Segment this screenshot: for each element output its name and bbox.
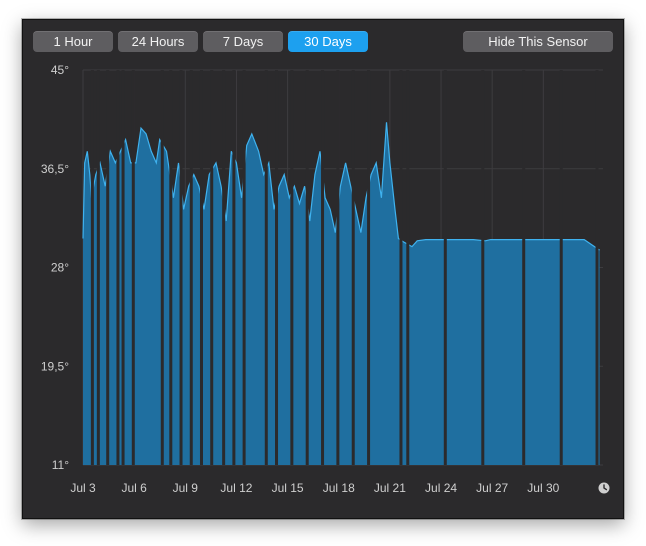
temperature-chart: 45° 36,5° 28° 19,5° 11° Jul 3 Jul 6 Jul 9 Jul 1… <box>41 63 610 495</box>
data-gap-7 <box>169 70 173 465</box>
range-button-7-days[interactable]: 7 Days <box>203 31 283 52</box>
x-tick-label: Jul 15 <box>272 481 304 495</box>
range-button-30-days[interactable]: 30 Days <box>288 31 368 52</box>
data-gap-12 <box>222 70 226 465</box>
data-gap-5 <box>131 70 135 465</box>
data-gap-28 <box>559 70 563 465</box>
data-gap-23 <box>399 70 403 465</box>
x-tick-label: Jul 30 <box>527 481 559 495</box>
x-tick-label: Jul 3 <box>70 481 96 495</box>
data-gap-16 <box>275 70 279 465</box>
x-tick-label: Jul 9 <box>173 481 199 495</box>
data-gap-6 <box>160 70 164 465</box>
data-gap-22 <box>367 70 371 465</box>
range-button-24-hours[interactable]: 24 Hours <box>118 31 198 52</box>
x-tick-label: Jul 21 <box>374 481 406 495</box>
y-tick-label: 28° <box>51 261 69 275</box>
y-tick-label: 45° <box>51 63 69 77</box>
data-gap-0 <box>90 70 94 465</box>
sensor-history-window: 1 Hour 24 Hours 7 Days 30 Days Hide This… <box>22 19 624 519</box>
data-gap-8 <box>179 70 183 465</box>
data-gap-4 <box>121 70 125 465</box>
data-gap-18 <box>305 70 309 465</box>
range-button-1-hour[interactable]: 1 Hour <box>33 31 113 52</box>
x-tick-label: Jul 6 <box>121 481 147 495</box>
data-gap-27 <box>522 70 526 465</box>
data-gap-26 <box>481 70 485 465</box>
clock-icon[interactable] <box>598 482 610 494</box>
data-gap-3 <box>116 70 120 465</box>
data-gap-29 <box>595 70 599 465</box>
x-tick-label: Jul 24 <box>425 481 457 495</box>
data-gap-1 <box>96 70 100 465</box>
data-gap-21 <box>351 70 355 465</box>
data-gap-24 <box>406 70 410 465</box>
y-tick-label: 19,5° <box>41 359 69 373</box>
data-gap-14 <box>242 70 246 465</box>
data-gap-19 <box>321 70 325 465</box>
data-gap-11 <box>210 70 214 465</box>
data-gap-10 <box>199 70 203 465</box>
temperature-area-series <box>82 70 600 466</box>
x-axis-labels: Jul 3 Jul 6 Jul 9 Jul 12 Jul 15 Jul 18 Jul 21 J… <box>70 481 559 495</box>
data-gap-25 <box>443 70 447 465</box>
y-tick-label: 11° <box>52 458 69 472</box>
data-gap-17 <box>290 70 294 465</box>
data-gap-9 <box>189 70 193 465</box>
y-axis-labels: 45° 36,5° 28° 19,5° 11° <box>41 63 69 472</box>
data-gap-15 <box>264 70 268 465</box>
y-tick-label: 36,5° <box>41 162 69 176</box>
temperature-area-fill <box>83 122 600 466</box>
hide-sensor-button[interactable]: Hide This Sensor <box>463 31 613 52</box>
temperature-line <box>82 122 600 251</box>
data-gap-2 <box>106 70 110 465</box>
x-tick-label: Jul 27 <box>476 481 508 495</box>
data-gap-20 <box>336 70 340 465</box>
x-tick-label: Jul 12 <box>220 481 252 495</box>
data-gap-13 <box>232 70 236 465</box>
x-tick-label: Jul 18 <box>323 481 355 495</box>
